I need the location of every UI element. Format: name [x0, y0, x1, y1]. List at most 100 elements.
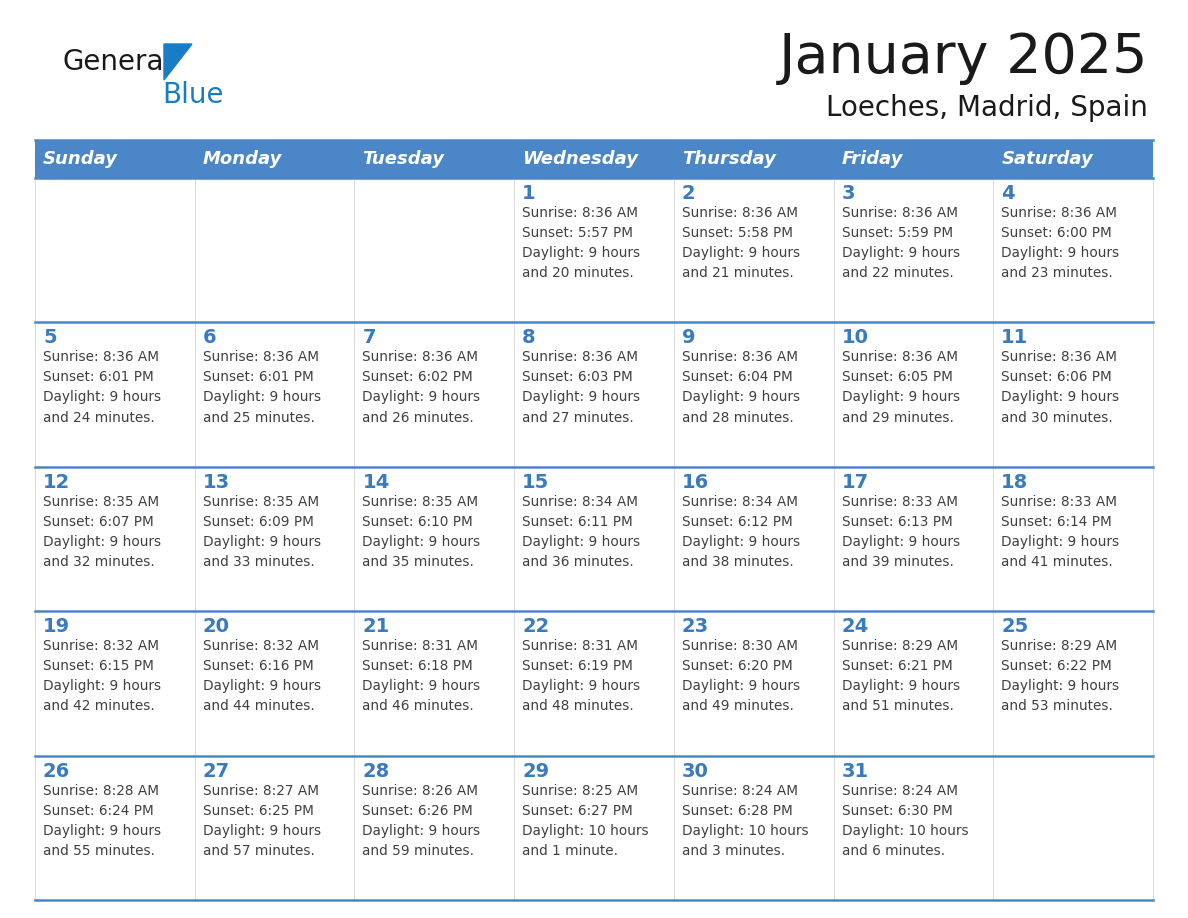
Text: 25: 25: [1001, 617, 1029, 636]
Text: Sunrise: 8:29 AM
Sunset: 6:21 PM
Daylight: 9 hours
and 51 minutes.: Sunrise: 8:29 AM Sunset: 6:21 PM Dayligh…: [841, 639, 960, 713]
Text: 4: 4: [1001, 184, 1015, 203]
Text: 7: 7: [362, 329, 375, 347]
FancyBboxPatch shape: [195, 140, 354, 178]
Text: Sunrise: 8:35 AM
Sunset: 6:10 PM
Daylight: 9 hours
and 35 minutes.: Sunrise: 8:35 AM Sunset: 6:10 PM Dayligh…: [362, 495, 480, 569]
FancyBboxPatch shape: [195, 322, 354, 466]
FancyBboxPatch shape: [674, 140, 834, 178]
Text: Loeches, Madrid, Spain: Loeches, Madrid, Spain: [826, 94, 1148, 122]
Text: Sunrise: 8:34 AM
Sunset: 6:11 PM
Daylight: 9 hours
and 36 minutes.: Sunrise: 8:34 AM Sunset: 6:11 PM Dayligh…: [523, 495, 640, 569]
Text: 17: 17: [841, 473, 868, 492]
Text: Sunrise: 8:35 AM
Sunset: 6:09 PM
Daylight: 9 hours
and 33 minutes.: Sunrise: 8:35 AM Sunset: 6:09 PM Dayligh…: [203, 495, 321, 569]
Text: Sunrise: 8:31 AM
Sunset: 6:19 PM
Daylight: 9 hours
and 48 minutes.: Sunrise: 8:31 AM Sunset: 6:19 PM Dayligh…: [523, 639, 640, 713]
FancyBboxPatch shape: [354, 466, 514, 611]
Text: Sunrise: 8:25 AM
Sunset: 6:27 PM
Daylight: 10 hours
and 1 minute.: Sunrise: 8:25 AM Sunset: 6:27 PM Dayligh…: [523, 784, 649, 857]
FancyBboxPatch shape: [514, 611, 674, 756]
FancyBboxPatch shape: [34, 756, 195, 900]
FancyBboxPatch shape: [34, 178, 195, 322]
Text: 29: 29: [523, 762, 549, 780]
Text: 18: 18: [1001, 473, 1029, 492]
Text: Sunrise: 8:34 AM
Sunset: 6:12 PM
Daylight: 9 hours
and 38 minutes.: Sunrise: 8:34 AM Sunset: 6:12 PM Dayligh…: [682, 495, 800, 569]
FancyBboxPatch shape: [834, 611, 993, 756]
FancyBboxPatch shape: [834, 178, 993, 322]
Polygon shape: [164, 44, 192, 80]
Text: 23: 23: [682, 617, 709, 636]
Text: Sunrise: 8:36 AM
Sunset: 5:58 PM
Daylight: 9 hours
and 21 minutes.: Sunrise: 8:36 AM Sunset: 5:58 PM Dayligh…: [682, 206, 800, 280]
FancyBboxPatch shape: [195, 178, 354, 322]
Text: Tuesday: Tuesday: [362, 150, 444, 168]
FancyBboxPatch shape: [993, 466, 1154, 611]
Text: Sunrise: 8:36 AM
Sunset: 5:57 PM
Daylight: 9 hours
and 20 minutes.: Sunrise: 8:36 AM Sunset: 5:57 PM Dayligh…: [523, 206, 640, 280]
FancyBboxPatch shape: [34, 611, 195, 756]
FancyBboxPatch shape: [354, 756, 514, 900]
Text: Sunrise: 8:36 AM
Sunset: 6:02 PM
Daylight: 9 hours
and 26 minutes.: Sunrise: 8:36 AM Sunset: 6:02 PM Dayligh…: [362, 351, 480, 424]
FancyBboxPatch shape: [834, 756, 993, 900]
FancyBboxPatch shape: [34, 322, 195, 466]
FancyBboxPatch shape: [354, 178, 514, 322]
Text: Sunrise: 8:36 AM
Sunset: 6:00 PM
Daylight: 9 hours
and 23 minutes.: Sunrise: 8:36 AM Sunset: 6:00 PM Dayligh…: [1001, 206, 1119, 280]
Text: 30: 30: [682, 762, 709, 780]
FancyBboxPatch shape: [993, 756, 1154, 900]
Text: Sunrise: 8:24 AM
Sunset: 6:30 PM
Daylight: 10 hours
and 6 minutes.: Sunrise: 8:24 AM Sunset: 6:30 PM Dayligh…: [841, 784, 968, 857]
Text: Sunrise: 8:36 AM
Sunset: 6:01 PM
Daylight: 9 hours
and 25 minutes.: Sunrise: 8:36 AM Sunset: 6:01 PM Dayligh…: [203, 351, 321, 424]
FancyBboxPatch shape: [34, 140, 195, 178]
FancyBboxPatch shape: [674, 756, 834, 900]
FancyBboxPatch shape: [354, 611, 514, 756]
Text: Sunrise: 8:28 AM
Sunset: 6:24 PM
Daylight: 9 hours
and 55 minutes.: Sunrise: 8:28 AM Sunset: 6:24 PM Dayligh…: [43, 784, 162, 857]
FancyBboxPatch shape: [195, 756, 354, 900]
Text: 8: 8: [523, 329, 536, 347]
Text: 19: 19: [43, 617, 70, 636]
Text: Sunrise: 8:33 AM
Sunset: 6:13 PM
Daylight: 9 hours
and 39 minutes.: Sunrise: 8:33 AM Sunset: 6:13 PM Dayligh…: [841, 495, 960, 569]
Text: 14: 14: [362, 473, 390, 492]
FancyBboxPatch shape: [834, 466, 993, 611]
Text: Sunday: Sunday: [43, 150, 118, 168]
Text: 1: 1: [523, 184, 536, 203]
Text: 12: 12: [43, 473, 70, 492]
Text: Sunrise: 8:36 AM
Sunset: 6:06 PM
Daylight: 9 hours
and 30 minutes.: Sunrise: 8:36 AM Sunset: 6:06 PM Dayligh…: [1001, 351, 1119, 424]
FancyBboxPatch shape: [674, 322, 834, 466]
Text: 16: 16: [682, 473, 709, 492]
Text: 21: 21: [362, 617, 390, 636]
FancyBboxPatch shape: [34, 466, 195, 611]
Text: Sunrise: 8:35 AM
Sunset: 6:07 PM
Daylight: 9 hours
and 32 minutes.: Sunrise: 8:35 AM Sunset: 6:07 PM Dayligh…: [43, 495, 162, 569]
FancyBboxPatch shape: [834, 140, 993, 178]
FancyBboxPatch shape: [514, 466, 674, 611]
Text: Sunrise: 8:33 AM
Sunset: 6:14 PM
Daylight: 9 hours
and 41 minutes.: Sunrise: 8:33 AM Sunset: 6:14 PM Dayligh…: [1001, 495, 1119, 569]
FancyBboxPatch shape: [195, 466, 354, 611]
Text: Sunrise: 8:32 AM
Sunset: 6:16 PM
Daylight: 9 hours
and 44 minutes.: Sunrise: 8:32 AM Sunset: 6:16 PM Dayligh…: [203, 639, 321, 713]
FancyBboxPatch shape: [993, 322, 1154, 466]
FancyBboxPatch shape: [834, 322, 993, 466]
Text: 10: 10: [841, 329, 868, 347]
Text: Sunrise: 8:36 AM
Sunset: 6:04 PM
Daylight: 9 hours
and 28 minutes.: Sunrise: 8:36 AM Sunset: 6:04 PM Dayligh…: [682, 351, 800, 424]
Text: Sunrise: 8:36 AM
Sunset: 6:03 PM
Daylight: 9 hours
and 27 minutes.: Sunrise: 8:36 AM Sunset: 6:03 PM Dayligh…: [523, 351, 640, 424]
FancyBboxPatch shape: [674, 611, 834, 756]
Text: Sunrise: 8:32 AM
Sunset: 6:15 PM
Daylight: 9 hours
and 42 minutes.: Sunrise: 8:32 AM Sunset: 6:15 PM Dayligh…: [43, 639, 162, 713]
Text: 2: 2: [682, 184, 695, 203]
FancyBboxPatch shape: [674, 178, 834, 322]
Text: 9: 9: [682, 329, 695, 347]
Text: 22: 22: [523, 617, 549, 636]
FancyBboxPatch shape: [354, 140, 514, 178]
FancyBboxPatch shape: [674, 466, 834, 611]
Text: January 2025: January 2025: [778, 31, 1148, 85]
Text: 27: 27: [203, 762, 229, 780]
FancyBboxPatch shape: [514, 322, 674, 466]
Text: Sunrise: 8:36 AM
Sunset: 6:05 PM
Daylight: 9 hours
and 29 minutes.: Sunrise: 8:36 AM Sunset: 6:05 PM Dayligh…: [841, 351, 960, 424]
FancyBboxPatch shape: [514, 178, 674, 322]
FancyBboxPatch shape: [993, 611, 1154, 756]
Text: 24: 24: [841, 617, 868, 636]
FancyBboxPatch shape: [514, 756, 674, 900]
Text: General: General: [62, 48, 171, 76]
Text: 26: 26: [43, 762, 70, 780]
Text: 15: 15: [523, 473, 549, 492]
Text: 3: 3: [841, 184, 855, 203]
Text: Sunrise: 8:29 AM
Sunset: 6:22 PM
Daylight: 9 hours
and 53 minutes.: Sunrise: 8:29 AM Sunset: 6:22 PM Dayligh…: [1001, 639, 1119, 713]
Text: 20: 20: [203, 617, 229, 636]
Text: Saturday: Saturday: [1001, 150, 1093, 168]
Text: Sunrise: 8:36 AM
Sunset: 5:59 PM
Daylight: 9 hours
and 22 minutes.: Sunrise: 8:36 AM Sunset: 5:59 PM Dayligh…: [841, 206, 960, 280]
Text: Sunrise: 8:26 AM
Sunset: 6:26 PM
Daylight: 9 hours
and 59 minutes.: Sunrise: 8:26 AM Sunset: 6:26 PM Dayligh…: [362, 784, 480, 857]
FancyBboxPatch shape: [354, 322, 514, 466]
Text: 31: 31: [841, 762, 868, 780]
Text: Blue: Blue: [162, 81, 223, 109]
Text: 13: 13: [203, 473, 229, 492]
Text: Sunrise: 8:27 AM
Sunset: 6:25 PM
Daylight: 9 hours
and 57 minutes.: Sunrise: 8:27 AM Sunset: 6:25 PM Dayligh…: [203, 784, 321, 857]
